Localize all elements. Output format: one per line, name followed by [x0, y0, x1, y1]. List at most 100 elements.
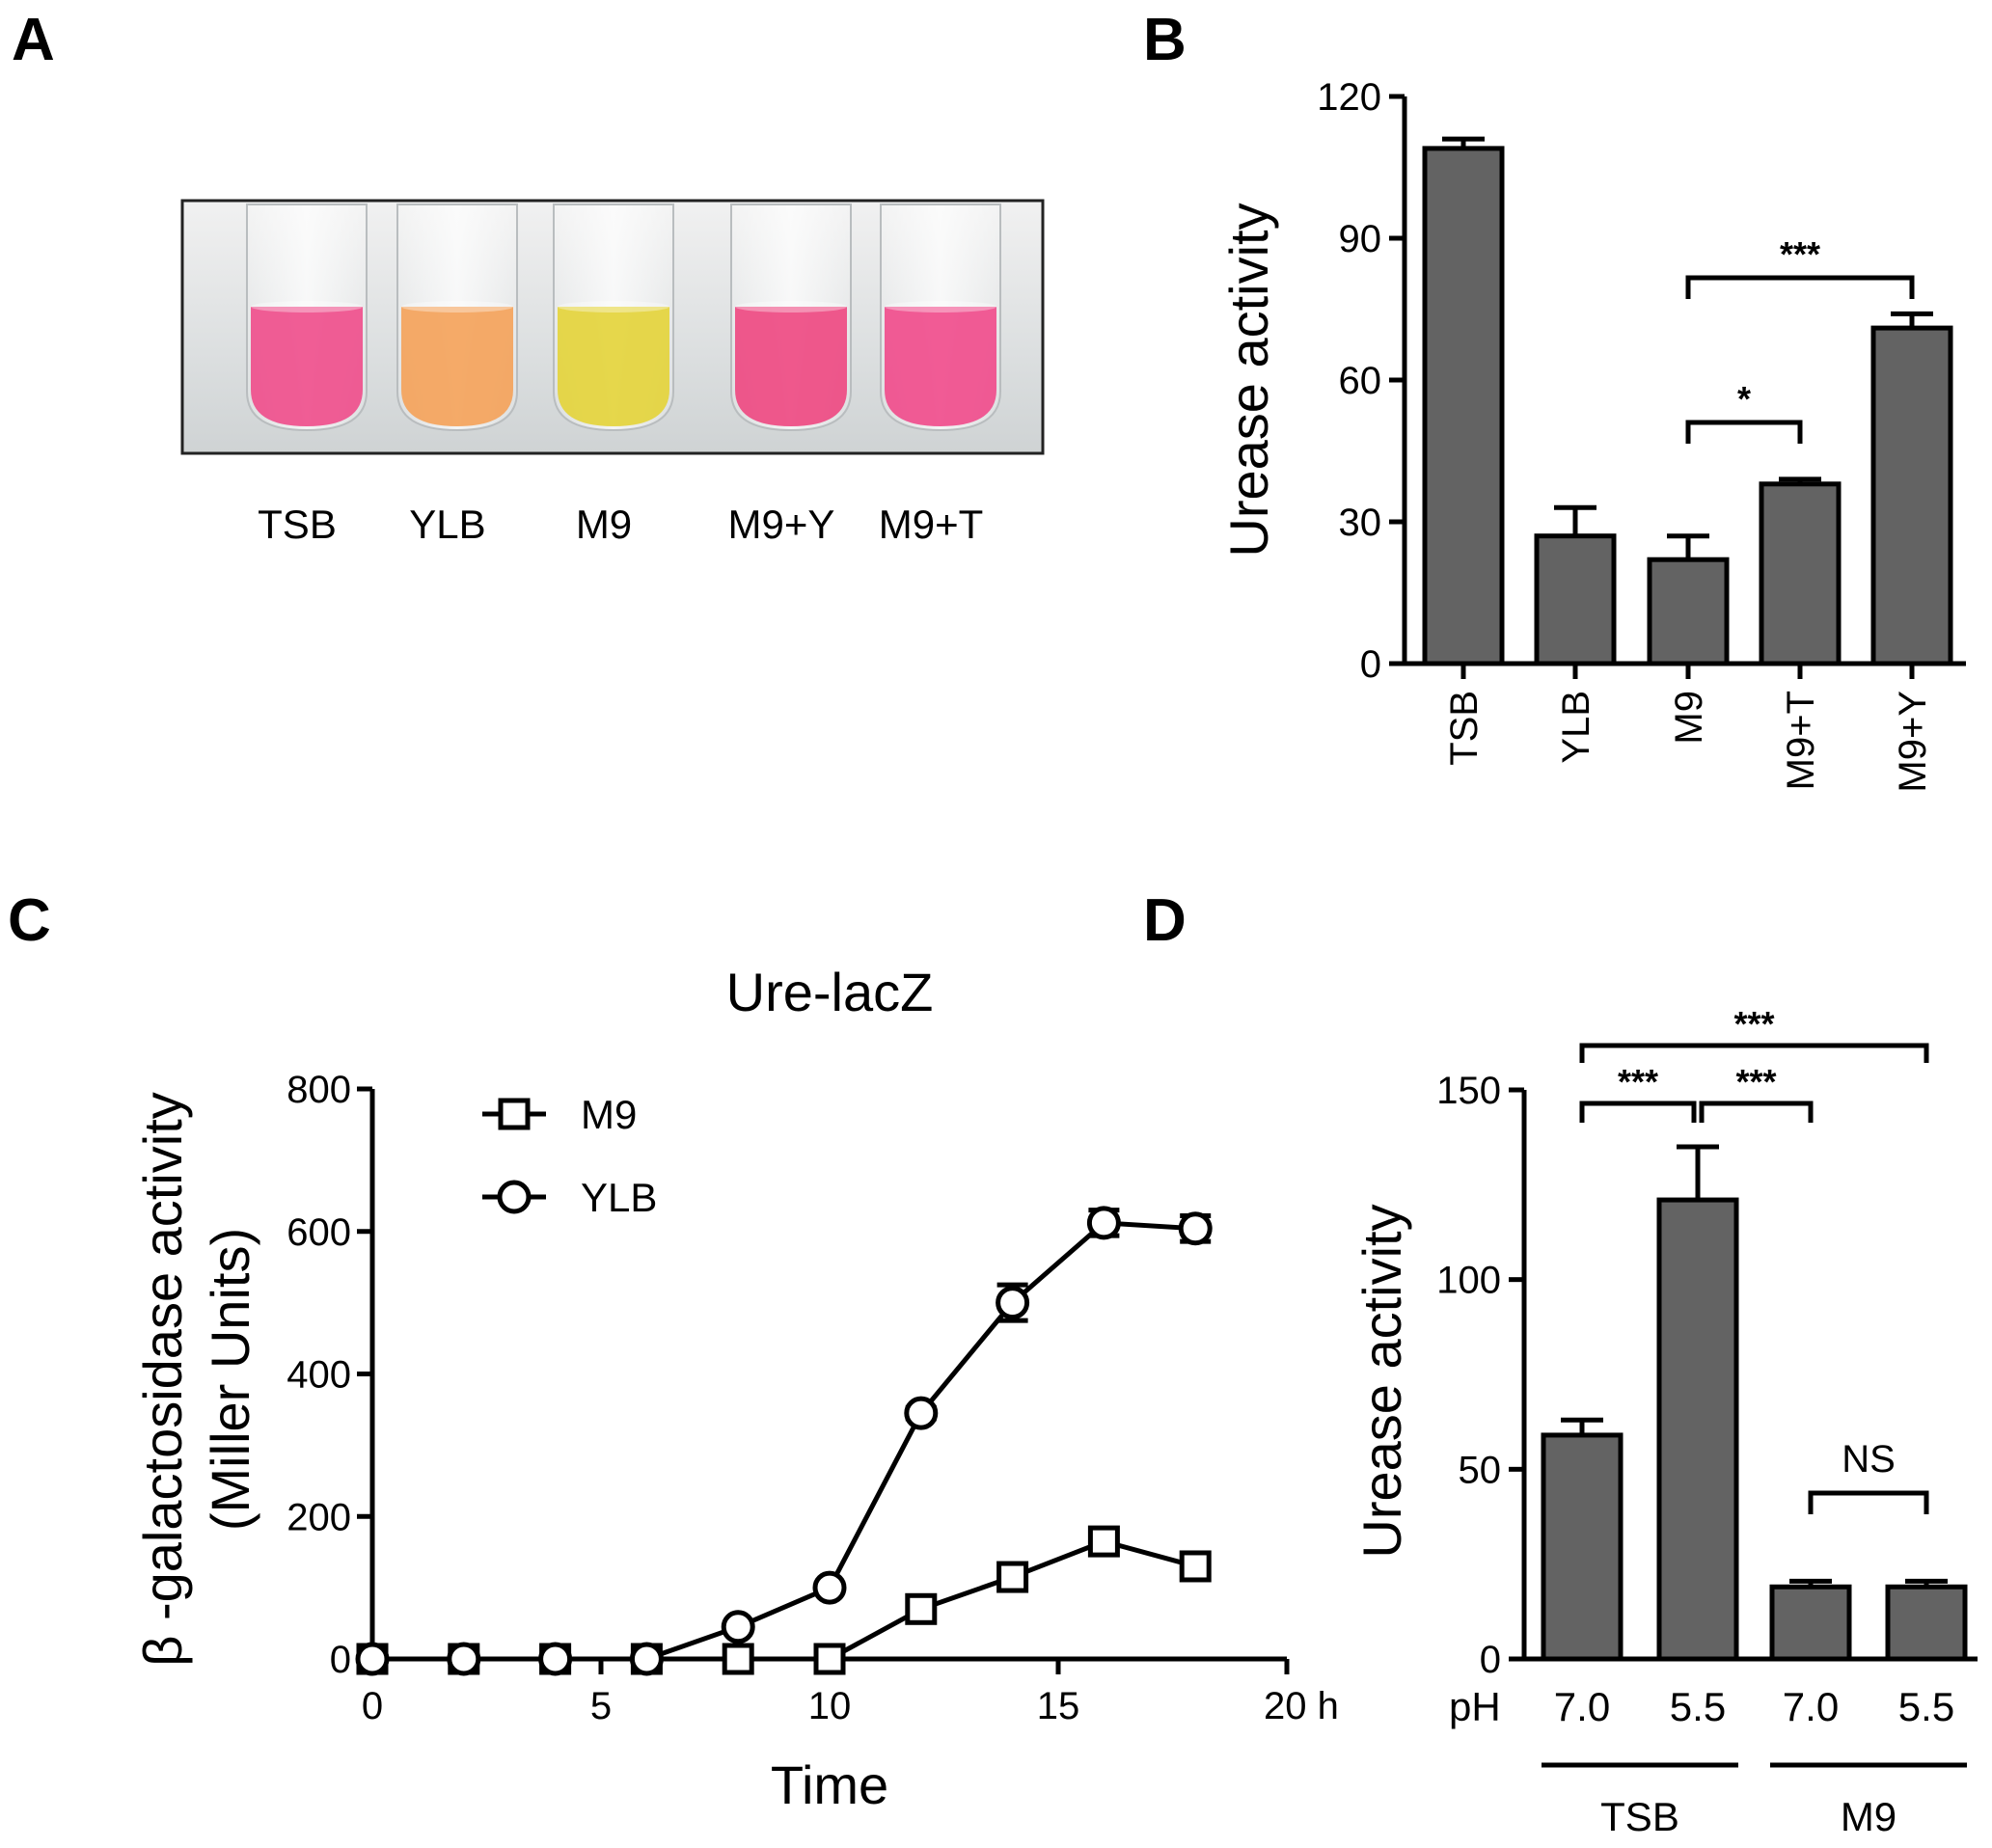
x-tick-label: YLB: [1555, 691, 1597, 764]
data-point-square: [1087, 1525, 1120, 1558]
panel-letter-a: A: [12, 7, 55, 73]
significance-bracket: [1699, 1101, 1814, 1123]
data-point-circle: [1086, 1206, 1121, 1240]
tube-liquid: [558, 307, 669, 426]
bar: [1647, 557, 1730, 666]
panel-letter-d: D: [1143, 887, 1187, 954]
data-point-circle: [721, 1610, 755, 1644]
group-label: M9: [1841, 1794, 1896, 1839]
data-point-circle: [355, 1642, 390, 1676]
bar: [1885, 1584, 1968, 1662]
y-tick-label: 120: [1317, 76, 1381, 119]
series-line-ylb: [372, 1220, 1196, 1662]
group-label: TSB: [1600, 1794, 1679, 1839]
y-tick-label: 600: [287, 1211, 351, 1254]
x-tick-label: 7.0: [1783, 1684, 1839, 1729]
tube-liquid: [401, 307, 513, 426]
x-axis-label: Time: [771, 1754, 888, 1815]
x-tick-label: 5.5: [1670, 1684, 1726, 1729]
x-tick-label: 0: [362, 1685, 383, 1727]
panel-d-bar-chart: 0 50 100 150 Urease activity 7.0 5.5 7.0 5.5 pH TS…: [1351, 1004, 1978, 1839]
chart-title: Ure-lacZ: [726, 962, 934, 1022]
legend-label: M9: [581, 1092, 637, 1137]
x-tick-label: M9+T: [1780, 691, 1822, 790]
y-axis-label: Urease activity: [1351, 1204, 1412, 1558]
ph-label: pH: [1449, 1684, 1501, 1729]
y-tick-label: 150: [1436, 1070, 1501, 1112]
y-tick-label: 0: [330, 1639, 351, 1681]
panel-letter-c: C: [8, 887, 51, 954]
tube-meniscus: [401, 301, 513, 313]
x-tick-label: 5.5: [1898, 1684, 1954, 1729]
data-point-circle: [538, 1642, 573, 1676]
panel-c-line-chart: Ure-lacZ 0 200 400 600 800 0 5 10 15 20 h Time β -ga…: [132, 962, 1339, 1815]
x-tick-label: TSB: [1443, 691, 1486, 766]
bar: [1541, 1432, 1624, 1662]
x-tick-label: 10: [808, 1685, 852, 1727]
bar: [1422, 146, 1505, 666]
y-tick-label: 30: [1339, 502, 1382, 544]
x-tick-label: 15: [1037, 1685, 1080, 1727]
data-point-square: [813, 1643, 846, 1675]
data-point-square: [996, 1561, 1029, 1593]
tube-meniscus: [251, 301, 363, 313]
tube-label: M9: [576, 502, 632, 547]
data-point-square: [905, 1592, 938, 1625]
y-tick-label: 100: [1436, 1260, 1501, 1302]
bar: [1534, 533, 1617, 666]
series-line-m9: [372, 1538, 1196, 1662]
bar: [1656, 1197, 1739, 1662]
legend-label: YLB: [581, 1175, 657, 1220]
data-point-circle: [447, 1642, 481, 1676]
tube-liquid: [251, 307, 363, 426]
legend-circle-marker: [497, 1180, 532, 1214]
y-tick-label: 0: [1480, 1639, 1501, 1681]
tube-meniscus: [735, 301, 847, 313]
tube-liquid: [885, 307, 996, 426]
data-point-square: [722, 1643, 754, 1675]
y-tick-label: 400: [287, 1354, 351, 1397]
x-tick-label: 5: [590, 1685, 612, 1727]
tube-meniscus: [885, 301, 996, 313]
data-point-circle: [1178, 1211, 1213, 1246]
significance-label: *: [1737, 379, 1751, 419]
tube-label: M9+T: [879, 502, 984, 547]
significance-label: ***: [1618, 1062, 1658, 1101]
y-tick-label: 800: [287, 1069, 351, 1111]
bar: [1759, 481, 1842, 666]
panel-a-photo: TSB YLB M9 M9+Y M9+T: [180, 199, 1045, 547]
data-point-circle: [996, 1286, 1030, 1320]
bar: [1769, 1584, 1852, 1662]
tube-meniscus: [558, 301, 669, 313]
x-tick-label: M9: [1668, 691, 1710, 745]
panel-letter-b: B: [1143, 7, 1187, 73]
significance-bracket: [1685, 420, 1803, 444]
data-point-circle: [812, 1570, 847, 1605]
significance-label: NS: [1842, 1438, 1896, 1481]
tube-liquid: [735, 307, 847, 426]
y-tick-label: 90: [1339, 218, 1382, 260]
y-axis-label: β -galactosidase activity: [132, 1092, 193, 1667]
tube-label: M9+Y: [728, 502, 835, 547]
y-axis-label-units: (Miller Units): [200, 1228, 260, 1531]
y-tick-label: 50: [1459, 1449, 1502, 1491]
bar: [1870, 325, 1953, 666]
significance-label: ***: [1733, 1004, 1774, 1044]
y-tick-label: 60: [1339, 360, 1382, 402]
significance-bracket: [1579, 1043, 1929, 1063]
x-tick-label: M9+Y: [1892, 691, 1934, 793]
significance-label: ***: [1780, 234, 1820, 274]
x-tick-label: 20 h: [1264, 1685, 1339, 1727]
x-tick-label: 7.0: [1554, 1684, 1610, 1729]
panel-b-bar-chart: 0 30 60 90 120 Urease activity TSB YLB M9 M9+T M9+…: [1218, 76, 1966, 793]
tube-label: TSB: [258, 502, 337, 547]
data-point-circle: [629, 1642, 664, 1676]
y-tick-label: 0: [1360, 643, 1381, 686]
y-tick-label: 200: [287, 1496, 351, 1538]
significance-bracket: [1685, 275, 1915, 299]
tube-label: YLB: [409, 502, 485, 547]
significance-bracket: [1808, 1490, 1929, 1514]
data-point-square: [1179, 1550, 1212, 1583]
legend-square-marker: [498, 1098, 531, 1130]
